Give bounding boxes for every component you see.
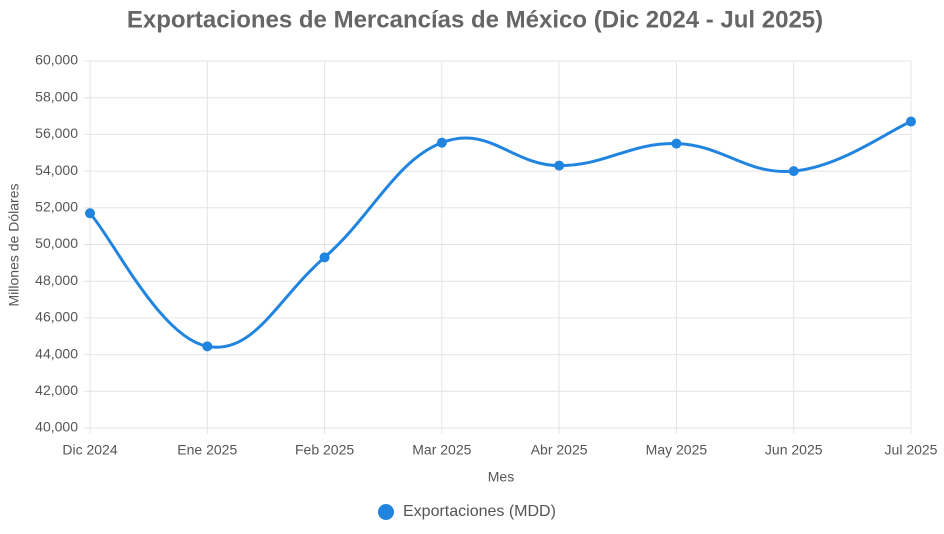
y-tick-label: 58,000 (35, 88, 78, 104)
y-tick-label: 48,000 (35, 272, 78, 288)
y-tick-label: 54,000 (35, 162, 78, 178)
y-tick-label: 42,000 (35, 382, 78, 398)
y-tick-label: 44,000 (35, 345, 78, 361)
data-point (554, 160, 565, 171)
x-axis-label: Mes (488, 469, 514, 485)
data-point (436, 137, 447, 148)
data-point (85, 208, 95, 219)
legend-marker (378, 504, 394, 520)
x-tick-label: May 2025 (646, 442, 708, 458)
data-point (202, 341, 213, 352)
x-tick-label: Feb 2025 (295, 442, 354, 458)
x-tick-label: Abr 2025 (531, 442, 588, 458)
x-tick-label: Mar 2025 (412, 442, 471, 458)
y-tick-label: 52,000 (35, 199, 78, 215)
data-point (671, 138, 682, 149)
y-tick-label: 50,000 (35, 235, 78, 251)
y-tick-label: 40,000 (35, 419, 78, 435)
x-tick-label: Jun 2025 (765, 442, 823, 458)
data-point (319, 252, 330, 263)
chart-title: Exportaciones de Mercancías de México (D… (127, 6, 823, 33)
x-tick-label: Ene 2025 (177, 442, 237, 458)
data-line (88, 120, 912, 349)
legend-label: Exportaciones (MDD) (403, 503, 556, 520)
x-tick-label: Dic 2024 (62, 442, 117, 458)
y-tick-label: 46,000 (35, 309, 78, 325)
y-tick-label: 56,000 (35, 125, 78, 141)
x-tick-label: Jul 2025 (885, 442, 938, 458)
y-axis-label: Millones de Dólares (6, 184, 22, 307)
data-point (788, 166, 799, 177)
data-point (906, 116, 916, 127)
y-tick-label: 60,000 (35, 52, 78, 68)
